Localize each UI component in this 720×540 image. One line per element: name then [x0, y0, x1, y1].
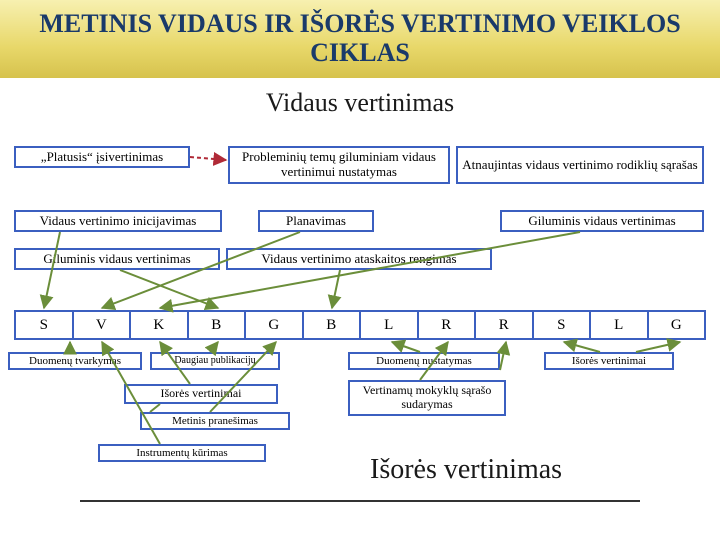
- month-cell: S: [533, 310, 591, 340]
- box-isores1: Išorės vertinimai: [124, 384, 278, 404]
- month-cell: L: [360, 310, 418, 340]
- box-metinis: Metinis pranešimas: [140, 412, 290, 430]
- underline: [80, 500, 640, 502]
- month-cell: S: [14, 310, 73, 340]
- diagram-root: METINIS VIDAUS IR IŠORĖS VERTINIMO VEIKL…: [0, 0, 720, 540]
- month-cell: B: [188, 310, 246, 340]
- box-problem: Probleminių temų giluminiam vidaus verti…: [228, 146, 450, 184]
- box-planav: Planavimas: [258, 210, 374, 232]
- month-cell: L: [590, 310, 648, 340]
- subtitle: Vidaus vertinimas: [0, 88, 720, 118]
- month-cell: B: [303, 310, 361, 340]
- box-inicijav: Vidaus vertinimo inicijavimas: [14, 210, 222, 232]
- month-cell: K: [130, 310, 188, 340]
- box-atnaujin: Atnaujintas vidaus vertinimo rodiklių są…: [456, 146, 704, 184]
- month-cell: G: [648, 310, 707, 340]
- box-gilum2: Giluminis vidaus vertinimas: [14, 248, 220, 270]
- month-cell: G: [245, 310, 303, 340]
- box-duom-tv: Duomenų tvarkymas: [8, 352, 142, 370]
- box-gilum-vv: Giluminis vidaus vertinimas: [500, 210, 704, 232]
- box-daugiau: Daugiau publikacijų: [150, 352, 280, 370]
- box-platusis: „Platusis“ įsivertinimas: [14, 146, 190, 168]
- month-row: S V K B G B L R R S L G: [14, 310, 706, 340]
- box-isores2: Išorės vertinimai: [544, 352, 674, 370]
- month-cell: V: [73, 310, 131, 340]
- title-band: METINIS VIDAUS IR IŠORĖS VERTINIMO VEIKL…: [0, 0, 720, 78]
- month-cell: R: [475, 310, 533, 340]
- box-instrum: Instrumentų kūrimas: [98, 444, 266, 462]
- box-duom-nu: Duomenų nustatymas: [348, 352, 500, 370]
- box-vert-mok: Vertinamų mokyklų sąrašo sudarymas: [348, 380, 506, 416]
- box-ataskait: Vidaus vertinimo ataskaitos rengimas: [226, 248, 492, 270]
- outer-title: Išorės vertinimas: [370, 454, 562, 486]
- month-cell: R: [418, 310, 476, 340]
- page-title: METINIS VIDAUS IR IŠORĖS VERTINIMO VEIKL…: [0, 10, 720, 67]
